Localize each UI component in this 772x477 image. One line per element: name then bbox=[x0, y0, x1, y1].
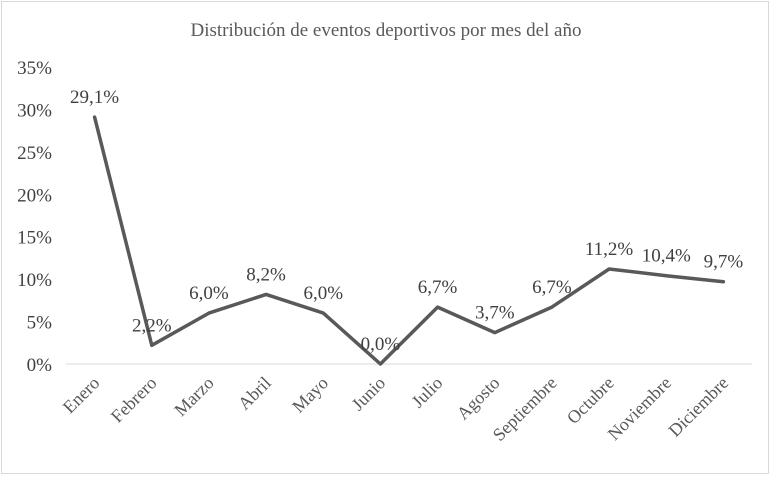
data-label: 6,7% bbox=[532, 277, 572, 298]
data-label: 10,4% bbox=[642, 246, 691, 267]
x-tick-label: Febrero bbox=[107, 373, 161, 427]
data-label: 6,0% bbox=[189, 283, 229, 304]
data-labels: 29,1% 2,2% 6,0% 8,2% 6,0% 0,0% 6,7% 3,7% 6,7% 11,… bbox=[70, 87, 743, 355]
data-label: 0,0% bbox=[361, 334, 401, 355]
data-label: 2,2% bbox=[132, 315, 172, 336]
x-tick-label: Diciembre bbox=[664, 373, 732, 441]
data-label: 3,7% bbox=[475, 303, 515, 324]
x-tick-label: Agosto bbox=[453, 373, 504, 424]
x-tick-label: Julio bbox=[408, 373, 447, 412]
x-tick-label: Abril bbox=[234, 373, 275, 414]
x-tick-label: Marzo bbox=[170, 373, 217, 420]
x-tick-label: Mayo bbox=[288, 373, 332, 417]
y-tick-label: 35% bbox=[17, 58, 52, 79]
y-tick-label: 15% bbox=[17, 228, 52, 249]
x-tick-label: Octubre bbox=[563, 373, 618, 428]
chart-title: Distribución de eventos deportivos por m… bbox=[190, 20, 581, 41]
x-tick-label: Enero bbox=[59, 373, 104, 418]
data-label: 11,2% bbox=[585, 239, 634, 260]
data-label: 6,7% bbox=[418, 277, 458, 298]
y-tick-label: 30% bbox=[17, 100, 52, 121]
y-tick-label: 0% bbox=[27, 355, 53, 376]
series-line bbox=[92, 115, 726, 366]
y-axis-ticks: 0% 5% 10% 15% 20% 25% 30% 35% bbox=[17, 58, 52, 376]
data-label: 29,1% bbox=[70, 87, 119, 108]
data-label: 9,7% bbox=[704, 252, 744, 273]
x-tick-label: Junio bbox=[348, 373, 390, 415]
y-tick-label: 10% bbox=[17, 270, 52, 291]
data-label: 6,0% bbox=[303, 283, 343, 304]
y-tick-label: 25% bbox=[17, 143, 52, 164]
y-tick-label: 20% bbox=[17, 185, 52, 206]
x-axis-ticks: Enero Febrero Marzo Abril Mayo Junio Julio Agos… bbox=[59, 373, 732, 445]
data-label: 8,2% bbox=[246, 264, 286, 285]
y-tick-label: 5% bbox=[27, 313, 53, 334]
